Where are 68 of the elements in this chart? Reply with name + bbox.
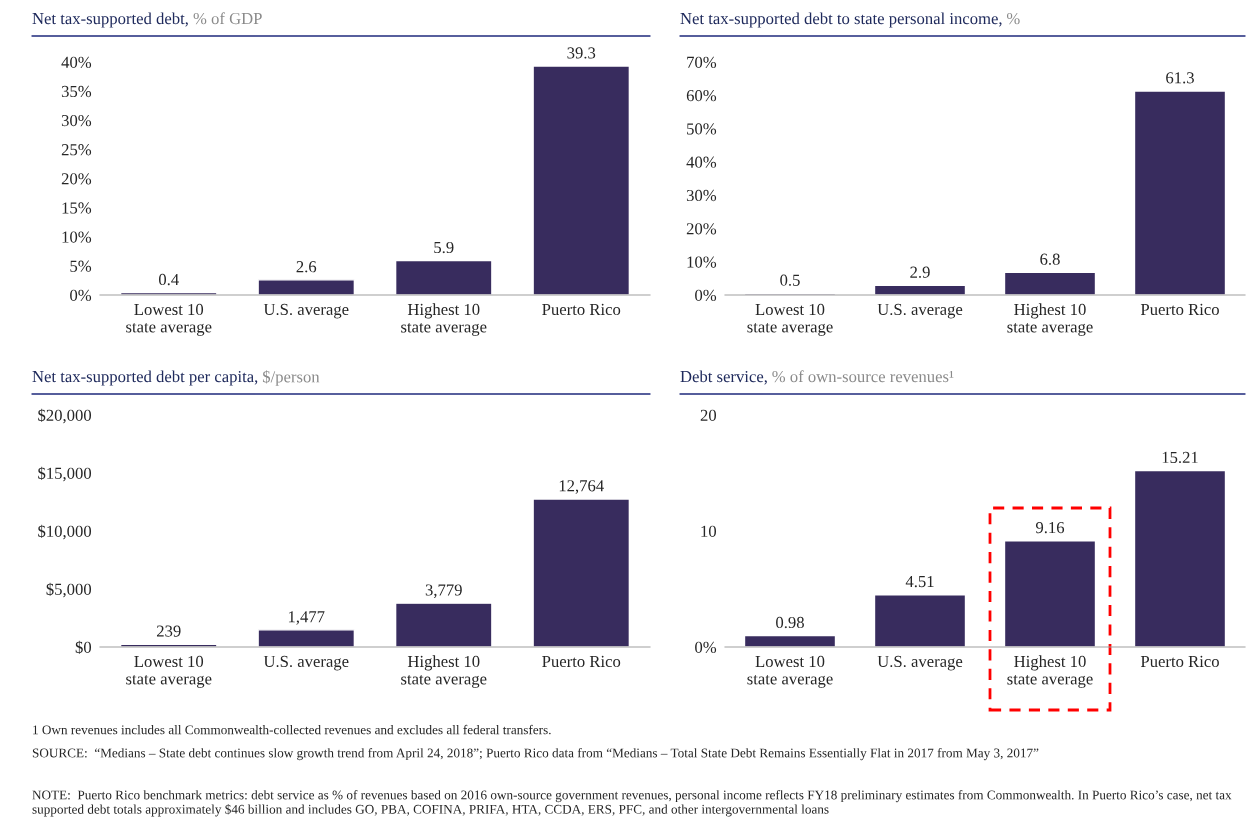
x-tick-label: Lowest 10 state average (747, 303, 833, 336)
x-tick-label: Highest 10 state average (1007, 303, 1093, 336)
data-label: 5.9 (434, 241, 454, 254)
data-label: 4.51 (905, 575, 934, 588)
y-tick-label: 0% (70, 289, 92, 301)
y-tick-label: 30% (61, 114, 92, 127)
data-label: 1,477 (288, 611, 325, 625)
x-tick-label: U.S. average (263, 655, 349, 671)
chart-subtitle: % of GDP (193, 12, 262, 25)
y-tick-label: $5,000 (46, 582, 92, 598)
y-tick-label: 10% (62, 231, 92, 243)
y-tick-label: 50% (687, 123, 717, 135)
y-tick-label: 70% (687, 56, 717, 68)
y-tick-label: 0% (695, 289, 717, 301)
y-tick-label: 30% (686, 189, 717, 202)
text: NOTE: Puerto Rico benchmark metrics: debt service as % of revenues based on 2016 own-source government revenues, personal income reflects FY18 preliminary estimates from Commonwealth. In Puerto Rico’s case, net tax supported debt totals approximately $46 billion and includes GO, PBA, COFINA, PRIFA, HTA, CCDA, ERS, PFC, and other intergovernmental loans (32, 790, 1232, 817)
y-tick-label: 40% (61, 56, 92, 68)
y-tick-label: 25% (61, 144, 92, 156)
chart-subtitle: $/person (262, 370, 320, 386)
x-tick-label: Highest 10 state average (401, 303, 487, 336)
data-label: 0.5 (780, 274, 800, 286)
x-tick-label: Puerto Rico (542, 303, 621, 316)
y-tick-label: $20,000 (38, 408, 92, 424)
x-tick-label: U.S. average (877, 303, 963, 319)
y-tick-label: 5% (70, 260, 92, 272)
text: 1 Own revenues includes all Commonwealth-collected revenues and excludes all federal transfers. (33, 724, 551, 735)
x-tick-label: U.S. average (877, 655, 963, 671)
source-note: SOURCE: “Medians – State debt continues slow growth trend from April 24, 2018”; Puerto Rico data from “Medians – Total State Debt Remains Essentially Flat in 2017 from May 3, 2017” (32, 748, 1039, 761)
data-label: 2.6 (296, 261, 317, 273)
y-tick-label: 15% (62, 202, 92, 214)
x-tick-label: Puerto Rico (542, 655, 621, 668)
data-label: 9.16 (1035, 521, 1065, 534)
x-tick-label: Highest 10 state average (401, 655, 487, 688)
y-tick-label: 10% (687, 256, 717, 268)
y-tick-label: $10,000 (38, 524, 92, 540)
chart-subtitle: % of own-source revenues¹ (772, 370, 954, 383)
y-tick-label: 20 (700, 409, 717, 421)
y-tick-label: $0 (75, 640, 92, 655)
chart-title: Net tax-supported debt per capita, (32, 370, 258, 386)
x-tick-label: Lowest 10 state average (126, 303, 212, 336)
x-tick-label: Lowest 10 state average (126, 655, 212, 688)
y-tick-label: 20% (686, 223, 717, 235)
y-tick-label: 20% (61, 173, 92, 185)
y-tick-label: 60% (686, 89, 717, 102)
data-label: 15.21 (1162, 451, 1198, 464)
data-label: 239 (156, 625, 181, 637)
chart-subtitle: % (1006, 12, 1020, 25)
data-label: 6.8 (1040, 253, 1060, 265)
data-label: 61.3 (1166, 72, 1194, 84)
chart-title: Net tax-supported debt to state personal income, (680, 12, 1002, 28)
data-label: 12,764 (559, 480, 604, 494)
x-tick-label: Puerto Rico (1140, 303, 1219, 316)
y-tick-label: $15,000 (38, 466, 92, 482)
x-tick-label: Puerto Rico (1140, 655, 1219, 668)
y-tick-label: 35% (61, 85, 92, 98)
y-tick-label: 10 (701, 525, 717, 537)
y-tick-label: 40% (686, 156, 717, 168)
x-tick-label: Highest 10 state average (1007, 655, 1093, 688)
x-tick-label: Lowest 10 state average (747, 655, 833, 688)
data-label: 0.98 (776, 616, 804, 629)
data-label: 0.4 (158, 273, 179, 286)
data-label: 3,779 (425, 584, 462, 599)
data-label: 39.3 (567, 47, 596, 59)
chart-title: Net tax-supported debt, (32, 12, 188, 28)
data-label: 2.9 (910, 266, 930, 278)
x-tick-label: U.S. average (263, 303, 349, 319)
chart-title: Debt service, (680, 370, 767, 385)
y-tick-label: 0% (695, 641, 717, 653)
